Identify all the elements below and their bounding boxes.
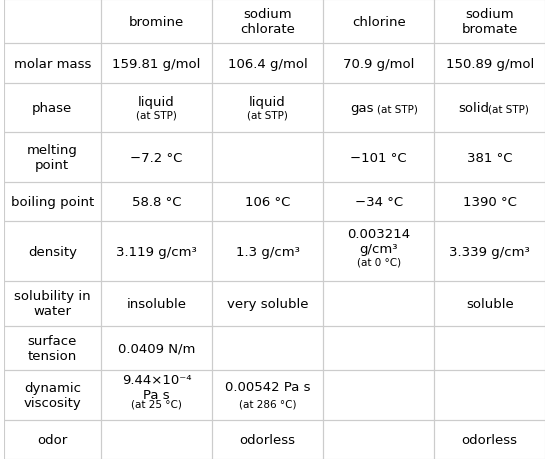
Bar — [101, 183, 212, 222]
Text: 0.003214
g/cm³: 0.003214 g/cm³ — [347, 228, 410, 256]
Bar — [212, 183, 323, 222]
Text: odorless: odorless — [240, 433, 295, 446]
Text: 58.8 °C: 58.8 °C — [132, 196, 181, 208]
Text: bromine: bromine — [129, 16, 184, 28]
Bar — [323, 84, 434, 133]
Bar — [3, 370, 101, 420]
Text: sodium
chlorate: sodium chlorate — [240, 8, 295, 36]
Text: sodium
bromate: sodium bromate — [461, 8, 518, 36]
Text: −101 °C: −101 °C — [351, 151, 407, 164]
Text: 9.44×10⁻⁴
Pa s: 9.44×10⁻⁴ Pa s — [122, 373, 191, 401]
Text: soluble: soluble — [466, 297, 514, 310]
Text: 106.4 g/mol: 106.4 g/mol — [228, 57, 307, 70]
Bar — [212, 133, 323, 183]
Text: melting
point: melting point — [27, 144, 78, 172]
Bar — [3, 420, 101, 459]
Bar — [101, 84, 212, 133]
Text: 1390 °C: 1390 °C — [463, 196, 517, 208]
Bar — [323, 282, 434, 326]
Text: gas: gas — [351, 102, 374, 115]
Bar — [434, 0, 545, 45]
Text: odor: odor — [37, 433, 67, 446]
Bar — [101, 326, 212, 370]
Bar — [434, 183, 545, 222]
Bar — [3, 45, 101, 84]
Text: 3.339 g/cm³: 3.339 g/cm³ — [449, 245, 530, 258]
Text: odorless: odorless — [462, 433, 518, 446]
Bar — [3, 222, 101, 282]
Text: density: density — [28, 245, 77, 258]
Text: solid: solid — [458, 102, 489, 115]
Bar — [434, 133, 545, 183]
Text: (at 0 °C): (at 0 °C) — [357, 257, 401, 267]
Bar — [101, 370, 212, 420]
Bar — [3, 326, 101, 370]
Bar — [434, 84, 545, 133]
Text: very soluble: very soluble — [227, 297, 308, 310]
Text: molar mass: molar mass — [14, 57, 91, 70]
Bar — [101, 133, 212, 183]
Text: surface
tension: surface tension — [28, 334, 77, 362]
Text: 1.3 g/cm³: 1.3 g/cm³ — [236, 245, 300, 258]
Bar — [101, 282, 212, 326]
Bar — [323, 133, 434, 183]
Bar — [101, 45, 212, 84]
Bar — [434, 222, 545, 282]
Text: 150.89 g/mol: 150.89 g/mol — [446, 57, 534, 70]
Bar — [212, 326, 323, 370]
Bar — [434, 370, 545, 420]
Text: solubility in
water: solubility in water — [14, 290, 91, 318]
Text: (at STP): (at STP) — [377, 104, 418, 114]
Text: 70.9 g/mol: 70.9 g/mol — [343, 57, 414, 70]
Bar — [434, 45, 545, 84]
Bar — [212, 222, 323, 282]
Bar — [434, 326, 545, 370]
Bar — [101, 222, 212, 282]
Bar — [323, 420, 434, 459]
Text: boiling point: boiling point — [11, 196, 94, 208]
Bar — [212, 0, 323, 45]
Bar — [101, 420, 212, 459]
Bar — [212, 45, 323, 84]
Bar — [323, 0, 434, 45]
Bar — [101, 0, 212, 45]
Text: 159.81 g/mol: 159.81 g/mol — [112, 57, 201, 70]
Text: 106 °C: 106 °C — [245, 196, 290, 208]
Bar — [323, 370, 434, 420]
Bar — [3, 282, 101, 326]
Text: insoluble: insoluble — [127, 297, 187, 310]
Text: (at 286 °C): (at 286 °C) — [239, 398, 296, 409]
Bar — [3, 183, 101, 222]
Text: (at STP): (at STP) — [488, 104, 529, 114]
Text: phase: phase — [32, 102, 73, 115]
Bar — [212, 84, 323, 133]
Text: 3.119 g/cm³: 3.119 g/cm³ — [116, 245, 197, 258]
Text: dynamic
viscosity: dynamic viscosity — [23, 381, 81, 409]
Text: liquid: liquid — [138, 96, 175, 109]
Bar — [323, 222, 434, 282]
Bar — [323, 183, 434, 222]
Text: chlorine: chlorine — [352, 16, 406, 28]
Bar — [212, 370, 323, 420]
Bar — [323, 326, 434, 370]
Bar — [3, 0, 101, 45]
Bar — [323, 45, 434, 84]
Bar — [434, 420, 545, 459]
Text: (at STP): (at STP) — [247, 110, 288, 120]
Text: (at STP): (at STP) — [136, 110, 177, 120]
Text: (at 25 °C): (at 25 °C) — [131, 398, 182, 409]
Bar — [3, 84, 101, 133]
Bar — [434, 282, 545, 326]
Text: 0.00542 Pa s: 0.00542 Pa s — [225, 381, 310, 393]
Bar — [212, 282, 323, 326]
Text: −34 °C: −34 °C — [354, 196, 403, 208]
Text: 381 °C: 381 °C — [467, 151, 513, 164]
Bar — [3, 133, 101, 183]
Text: −7.2 °C: −7.2 °C — [130, 151, 183, 164]
Bar — [212, 420, 323, 459]
Text: liquid: liquid — [249, 96, 286, 109]
Text: 0.0409 N/m: 0.0409 N/m — [118, 341, 195, 355]
